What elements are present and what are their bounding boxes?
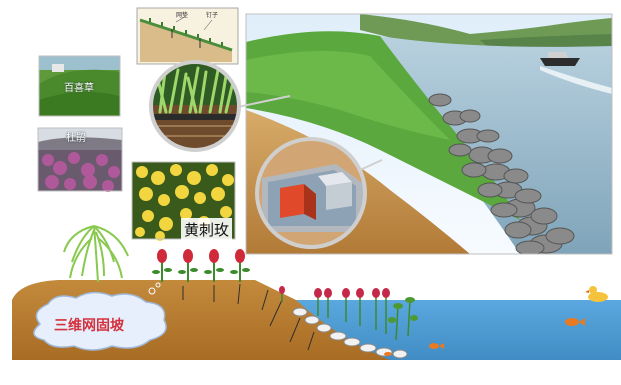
- zoom-drainage-block: [255, 137, 367, 249]
- slope-label-cloud: [33, 291, 167, 351]
- photo-dujuan: [37, 127, 123, 192]
- label-huangciqui: 黄刺玫: [181, 218, 233, 241]
- zoom-grass-mesh: [149, 60, 241, 152]
- label-stake: 钉子: [206, 12, 219, 19]
- photo-baixicao: [38, 55, 121, 117]
- water-flowers: [279, 286, 418, 341]
- duck: [585, 286, 608, 302]
- fish: [384, 318, 585, 356]
- label-mesh: 网垫: [176, 12, 189, 19]
- willow-tree: [63, 225, 129, 283]
- boat: [540, 52, 612, 94]
- tulips-bank: [152, 249, 250, 282]
- label-baixicao: 百喜草: [64, 83, 94, 94]
- riprap-stones: [428, 93, 575, 254]
- label-dujuan: 杜鹃: [66, 133, 86, 144]
- label-slope-protection: 三维网固坡: [54, 318, 124, 334]
